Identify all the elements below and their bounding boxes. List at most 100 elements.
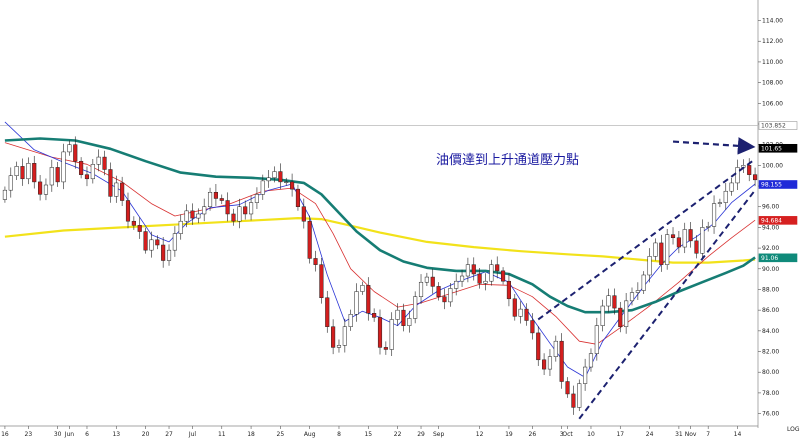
price-tag-box	[758, 180, 798, 189]
candle-body-down	[325, 297, 330, 327]
candle	[125, 192, 131, 229]
candle-body-up	[448, 288, 453, 303]
price-tag-label: 98.155	[761, 182, 782, 189]
candle	[307, 215, 312, 264]
x-tick-label: Nov	[685, 431, 697, 438]
candle	[501, 267, 506, 285]
candle-body-up	[711, 203, 717, 227]
candle-body-down	[38, 181, 43, 195]
candle	[108, 162, 113, 203]
candle	[90, 159, 95, 184]
price-tag-box	[758, 216, 798, 225]
candle-body-up	[588, 353, 594, 368]
candle-body-up	[489, 264, 494, 282]
candle-body-down	[694, 240, 699, 254]
candle	[571, 385, 576, 415]
candle-body-up	[395, 309, 400, 320]
candle-body-down	[366, 285, 371, 314]
candle-body-up	[413, 296, 418, 319]
candle-body-up	[629, 292, 635, 302]
x-tick-label: 22	[394, 431, 402, 438]
candle-body-up	[647, 256, 652, 276]
x-tick-label: 6	[85, 431, 89, 438]
candle-body-down	[383, 347, 388, 350]
candle	[266, 169, 271, 188]
candle	[354, 283, 359, 322]
candle	[588, 348, 594, 372]
price-tag-box	[758, 143, 798, 153]
candle-body-up	[196, 213, 201, 219]
candle	[448, 283, 453, 307]
candle-body-down	[137, 225, 142, 232]
candle-body-down	[676, 237, 681, 248]
y-tick-label: 108.00	[762, 80, 783, 87]
candle	[495, 256, 500, 279]
candle	[753, 167, 758, 187]
candle-body-up	[583, 366, 588, 384]
price-tag-box	[758, 121, 798, 130]
x-tick-label: 23	[25, 431, 33, 438]
candle-body-down	[495, 264, 500, 272]
trend-channel	[537, 137, 756, 420]
slow-moving-average	[4, 137, 756, 314]
candle-body-up	[594, 325, 599, 354]
candle	[225, 192, 230, 222]
candle	[583, 358, 588, 391]
candle-body-up	[166, 249, 172, 261]
candle	[542, 353, 547, 376]
candle-body-down	[301, 206, 306, 222]
candle	[231, 208, 236, 226]
candle	[506, 272, 511, 307]
price-tag-label: 101.65	[761, 145, 782, 152]
y-tick-label: 92.00	[762, 245, 779, 252]
candle	[706, 221, 711, 232]
candle-body-down	[55, 167, 60, 183]
candle	[700, 219, 705, 261]
candle	[73, 136, 78, 169]
y-tick-label: 78.00	[762, 390, 779, 397]
candle	[665, 228, 670, 270]
candle-body-down	[571, 393, 576, 408]
x-tick-label: Jun	[64, 431, 75, 438]
x-tick-label: 20	[142, 431, 150, 438]
x-tick-label: 18	[247, 431, 255, 438]
candle-body-down	[155, 239, 160, 246]
candle-body-down	[125, 200, 131, 222]
candle-body-up	[624, 300, 629, 327]
candle-body-up	[729, 182, 734, 192]
candle-body-down	[278, 171, 283, 183]
candle	[61, 143, 66, 190]
candle-body-down	[331, 326, 336, 348]
x-tick-label: 11	[218, 431, 226, 438]
candle-body-up	[735, 167, 740, 184]
candle-body-up	[172, 233, 177, 251]
candle-body-up	[553, 340, 558, 357]
candle-body-up	[723, 190, 728, 203]
candle-body-up	[389, 319, 394, 350]
candle	[553, 335, 558, 362]
candle-body-down	[290, 181, 295, 190]
candle	[489, 259, 494, 286]
candle	[741, 159, 746, 173]
candle-body-up	[272, 171, 277, 179]
candle	[659, 234, 664, 272]
candle	[641, 271, 646, 294]
candle-body-down	[102, 156, 107, 170]
candle-body-up	[336, 345, 342, 348]
candle-body-up	[665, 234, 670, 265]
y-tick-label: 114.00	[762, 18, 783, 25]
candle-body-down	[659, 242, 664, 265]
candle-body-up	[184, 210, 189, 222]
x-tick-label: 25	[277, 431, 285, 438]
x-tick-label: 26	[529, 431, 537, 438]
candle	[676, 231, 681, 254]
candle-body-up	[682, 229, 687, 248]
y-tick-label: 110.00	[762, 59, 783, 66]
candle-body-up	[149, 239, 154, 251]
candle-body-down	[73, 144, 78, 162]
candle-body-down	[225, 200, 230, 215]
candle	[190, 203, 195, 225]
x-tick-label: 29	[417, 431, 425, 438]
x-tick-label: Oct	[562, 431, 573, 438]
